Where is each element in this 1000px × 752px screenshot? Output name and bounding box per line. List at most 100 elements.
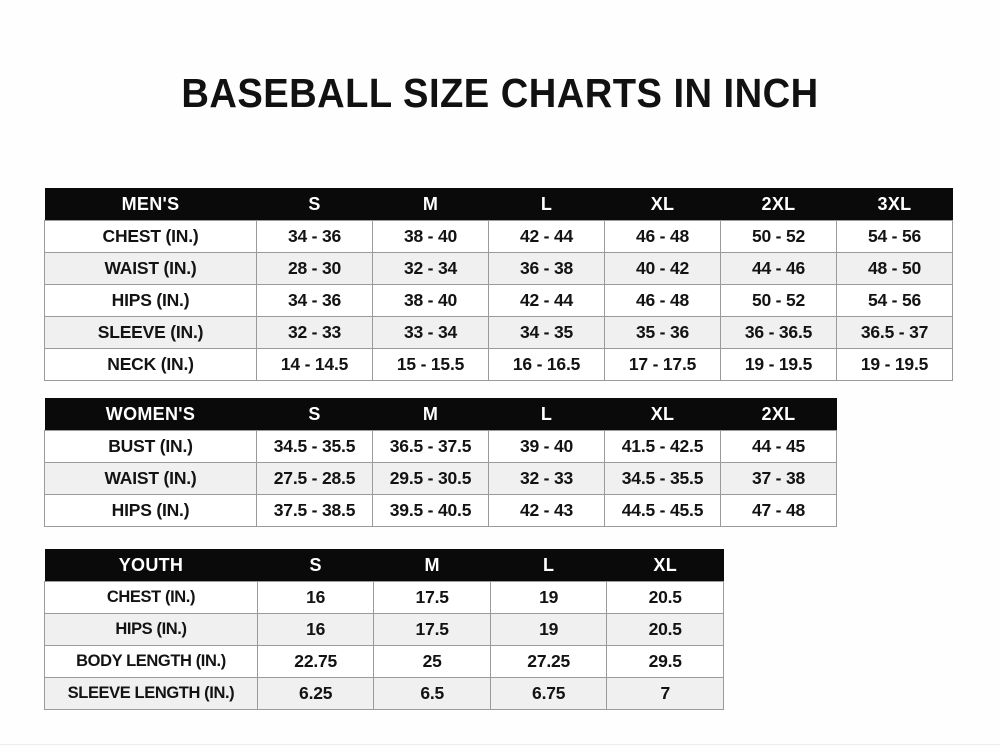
measurement-value: 40 - 42 <box>604 252 721 285</box>
measurement-label: NECK (IN.) <box>44 348 257 381</box>
mens-size-chart: MEN'S S M L XL 2XL 3XL CHEST (IN.) 34 - 36 38 - 4… <box>44 188 953 381</box>
measurement-value: 46 - 48 <box>604 284 721 317</box>
measurement-label: HIPS (IN.) <box>44 613 258 646</box>
measurement-value: 16 - 16.5 <box>488 348 605 381</box>
size-column-header: 3XL <box>836 188 953 221</box>
size-column-header: L <box>488 398 605 431</box>
size-column-header: L <box>490 549 607 582</box>
measurement-row: BODY LENGTH (IN.) 22.75 25 27.25 29.5 <box>44 645 724 678</box>
measurement-row: CHEST (IN.) 34 - 36 38 - 40 42 - 44 46 - 48 5… <box>44 220 953 253</box>
measurement-value: 19 <box>489 613 608 646</box>
measurement-value: 29.5 - 30.5 <box>372 462 489 495</box>
size-column-header: XL <box>604 398 721 431</box>
measurement-label: SLEEVE LENGTH (IN.) <box>44 677 258 710</box>
measurement-value: 32 - 34 <box>372 252 489 285</box>
measurement-value: 42 - 44 <box>488 220 605 253</box>
chart-title-womens: WOMEN'S <box>44 398 257 431</box>
size-column-header: M <box>372 188 489 221</box>
measurement-value: 50 - 52 <box>720 220 837 253</box>
measurement-value: 34.5 - 35.5 <box>256 430 373 463</box>
measurement-row: HIPS (IN.) 34 - 36 38 - 40 42 - 44 46 - 48 50… <box>44 284 953 317</box>
measurement-value: 44 - 45 <box>720 430 837 463</box>
measurement-value: 33 - 34 <box>372 316 489 349</box>
size-column-header: L <box>488 188 605 221</box>
measurement-value: 38 - 40 <box>372 284 489 317</box>
measurement-value: 34 - 36 <box>256 284 373 317</box>
measurement-value: 16 <box>256 613 375 646</box>
measurement-value: 19 - 19.5 <box>836 348 953 381</box>
chart-title-youth: YOUTH <box>44 549 258 582</box>
measurement-value: 6.75 <box>489 677 608 710</box>
measurement-value: 38 - 40 <box>372 220 489 253</box>
measurement-row: WAIST (IN.) 27.5 - 28.5 29.5 - 30.5 32 - 33… <box>44 462 837 495</box>
measurement-value: 32 - 33 <box>488 462 605 495</box>
measurement-value: 19 - 19.5 <box>720 348 837 381</box>
measurement-row: BUST (IN.) 34.5 - 35.5 36.5 - 37.5 39 - 40 4… <box>44 430 837 463</box>
measurement-label: BODY LENGTH (IN.) <box>44 645 258 678</box>
measurement-label: HIPS (IN.) <box>44 494 257 527</box>
measurement-row: SLEEVE LENGTH (IN.) 6.25 6.5 6.75 7 <box>44 677 724 710</box>
measurement-value: 37 - 38 <box>720 462 837 495</box>
measurement-value: 6.5 <box>373 677 491 710</box>
size-column-header: XL <box>606 549 724 582</box>
measurement-label: SLEEVE (IN.) <box>44 316 257 349</box>
measurement-value: 42 - 44 <box>488 284 605 317</box>
measurement-value: 20.5 <box>606 613 724 646</box>
measurement-value: 44 - 46 <box>720 252 837 285</box>
measurement-row: NECK (IN.) 14 - 14.5 15 - 15.5 16 - 16.5 17 … <box>44 348 953 381</box>
measurement-value: 22.75 <box>256 645 375 678</box>
measurement-value: 25 <box>373 645 491 678</box>
measurement-value: 41.5 - 42.5 <box>604 430 721 463</box>
measurement-value: 39 - 40 <box>488 430 605 463</box>
measurement-value: 14 - 14.5 <box>256 348 373 381</box>
measurement-label: CHEST (IN.) <box>44 220 257 253</box>
footer-rule <box>0 744 1000 745</box>
chart-header-row: MEN'S S M L XL 2XL 3XL <box>44 188 953 221</box>
measurement-value: 54 - 56 <box>836 284 953 317</box>
measurement-value: 34 - 36 <box>256 220 373 253</box>
measurement-value: 36.5 - 37 <box>836 316 953 349</box>
measurement-value: 6.25 <box>256 677 375 710</box>
youth-size-chart: YOUTH S M L XL CHEST (IN.) 16 17.5 19 20.5 HIPS (I… <box>44 549 724 710</box>
measurement-value: 17.5 <box>373 613 491 646</box>
measurement-label: HIPS (IN.) <box>44 284 257 317</box>
measurement-value: 17.5 <box>373 581 491 614</box>
measurement-value: 50 - 52 <box>720 284 837 317</box>
measurement-value: 36 - 36.5 <box>720 316 837 349</box>
measurement-value: 20.5 <box>606 581 724 614</box>
measurement-value: 27.5 - 28.5 <box>256 462 373 495</box>
measurement-value: 29.5 <box>606 645 724 678</box>
chart-title-mens: MEN'S <box>44 188 257 221</box>
size-column-header: S <box>256 188 373 221</box>
measurement-value: 39.5 - 40.5 <box>372 494 489 527</box>
measurement-value: 15 - 15.5 <box>372 348 489 381</box>
measurement-value: 36.5 - 37.5 <box>372 430 489 463</box>
measurement-value: 36 - 38 <box>488 252 605 285</box>
measurement-value: 47 - 48 <box>720 494 837 527</box>
measurement-value: 34 - 35 <box>488 316 605 349</box>
measurement-label: WAIST (IN.) <box>44 462 257 495</box>
measurement-row: WAIST (IN.) 28 - 30 32 - 34 36 - 38 40 - 42 4… <box>44 252 953 285</box>
measurement-value: 34.5 - 35.5 <box>604 462 721 495</box>
chart-header-row: YOUTH S M L XL <box>44 549 724 582</box>
measurement-value: 46 - 48 <box>604 220 721 253</box>
size-column-header: S <box>257 549 374 582</box>
size-column-header: 2XL <box>720 398 837 431</box>
size-column-header: 2XL <box>720 188 837 221</box>
measurement-row: HIPS (IN.) 37.5 - 38.5 39.5 - 40.5 42 - 43 4… <box>44 494 837 527</box>
measurement-value: 7 <box>606 677 724 710</box>
measurement-label: WAIST (IN.) <box>44 252 257 285</box>
measurement-value: 16 <box>256 581 375 614</box>
measurement-value: 48 - 50 <box>836 252 953 285</box>
measurement-row: HIPS (IN.) 16 17.5 19 20.5 <box>44 613 724 646</box>
womens-size-chart: WOMEN'S S M L XL 2XL BUST (IN.) 34.5 - 35.5 36.5… <box>44 398 837 527</box>
measurement-row: SLEEVE (IN.) 32 - 33 33 - 34 34 - 35 35 - 36… <box>44 316 953 349</box>
size-column-header: M <box>373 549 491 582</box>
size-column-header: S <box>256 398 373 431</box>
measurement-value: 19 <box>489 581 608 614</box>
measurement-value: 44.5 - 45.5 <box>604 494 721 527</box>
measurement-value: 27.25 <box>489 645 608 678</box>
size-column-header: M <box>372 398 489 431</box>
measurement-value: 17 - 17.5 <box>604 348 721 381</box>
